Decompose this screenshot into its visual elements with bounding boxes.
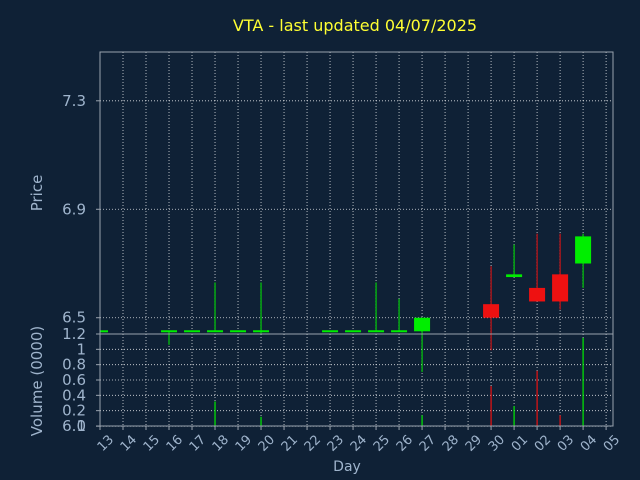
x-axis-label: Day (333, 459, 361, 475)
x-axis-ticks: 13 14 15 16 17 18 19 20 21 22 23 24 25 26 27 28 29 30 01 02… (95, 426, 623, 455)
volume-gridlines (100, 333, 613, 427)
candlesticks (100, 233, 592, 372)
volume-tick-label: 0.2 (62, 402, 86, 420)
y-axis-label: Price (28, 175, 46, 212)
volume-tick-label: 0.8 (62, 356, 86, 374)
volume-tick-label: 1 (76, 340, 86, 358)
volume-tick-label: 0.4 (62, 386, 86, 404)
volume-axis-label: Volume (0000) (28, 326, 46, 436)
candle-body (529, 287, 546, 302)
price-tick-label: 6.1 (62, 417, 86, 435)
candle-body (552, 274, 569, 302)
volume-tick-label: 0 (76, 417, 86, 435)
candle-body (575, 236, 592, 264)
volume-tick-label: 0.6 (62, 371, 86, 389)
candle-body (506, 274, 523, 278)
candle-body (414, 317, 431, 332)
price-tick-label: 6.9 (62, 200, 86, 218)
candle-body (483, 304, 500, 318)
volume-axis-ticks: 1.210.80.60.40.20 (62, 325, 100, 435)
price-tick-label: 6.5 (62, 309, 86, 327)
volume-tick-label: 1.2 (62, 325, 86, 343)
volume-bars (214, 337, 584, 426)
price-tick-label: 7.3 (62, 92, 86, 110)
price-axis-ticks: 7.3 6.9 6.5 6.1 (62, 92, 100, 435)
chart-title: VTA - last updated 04/07/2025 (233, 16, 477, 35)
